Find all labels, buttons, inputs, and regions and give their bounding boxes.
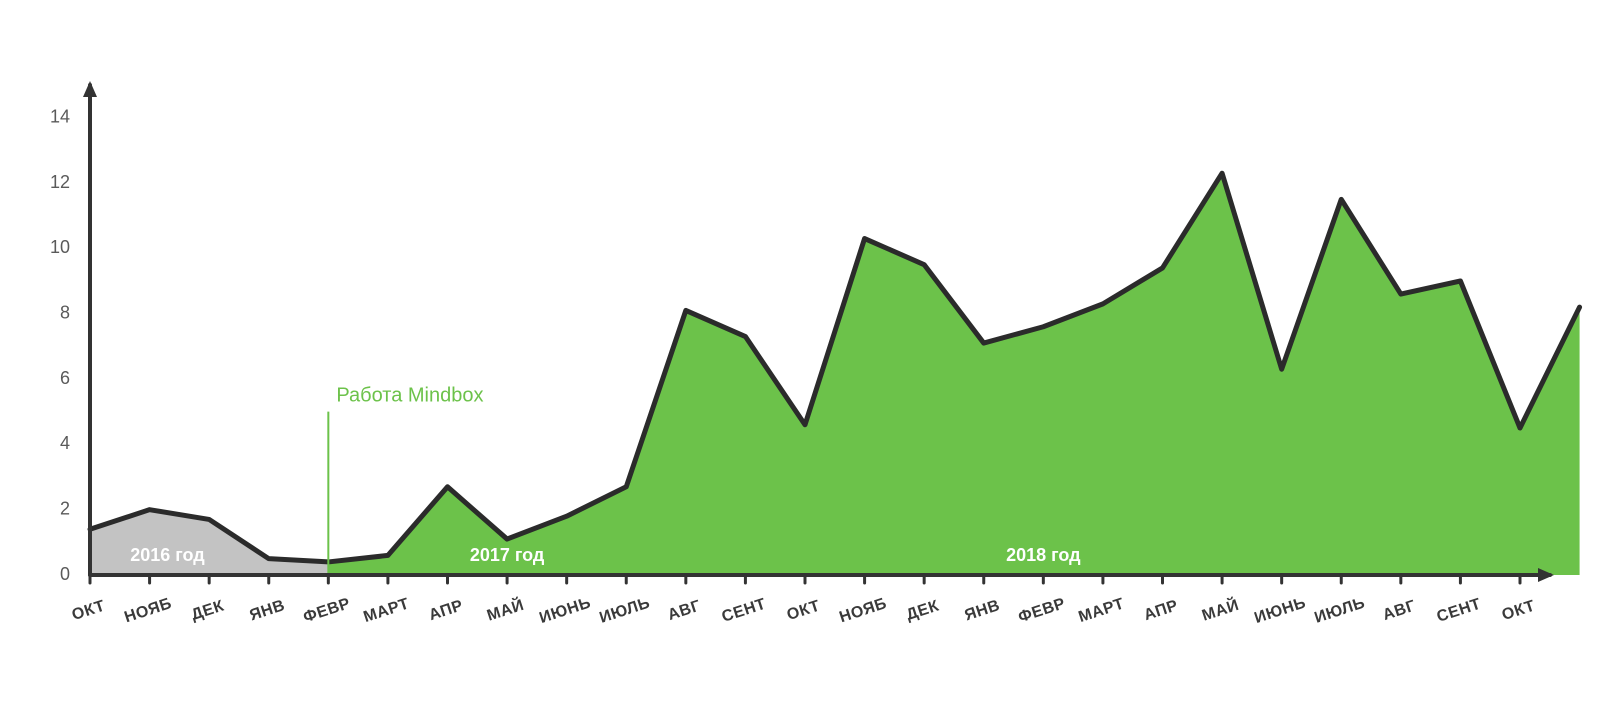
year-label-0: 2016 год <box>130 545 205 565</box>
x-tick-label-24: ОКТ <box>1500 597 1537 624</box>
x-tick-label-1: НОЯБ <box>122 595 174 626</box>
y-tick-label-10: 10 <box>50 237 70 257</box>
x-tick-label-17: МАРТ <box>1076 595 1126 626</box>
x-tick-label-21: ИЮЛЬ <box>1312 595 1367 627</box>
year-label-1: 2017 год <box>470 545 545 565</box>
x-tick-label-0: ОКТ <box>70 597 107 624</box>
x-tick-label-19: МАЙ <box>1199 595 1241 625</box>
area-mindbox <box>328 173 1579 575</box>
x-tick-label-3: ЯНВ <box>248 597 288 624</box>
x-tick-label-23: СЕНТ <box>1435 596 1484 626</box>
x-tick-label-10: АВГ <box>666 597 703 624</box>
y-tick-label-4: 4 <box>60 433 70 453</box>
x-tick-label-12: ОКТ <box>785 597 822 624</box>
x-tick-label-2: ДЕК <box>189 597 226 623</box>
year-label-2: 2018 год <box>1006 545 1081 565</box>
annotation-marker-label: Работа Mindbox <box>336 385 483 407</box>
y-axis-arrow <box>83 81 97 97</box>
y-tick-label-2: 2 <box>60 498 70 518</box>
x-tick-label-8: ИЮНЬ <box>537 594 593 627</box>
x-tick-label-14: ДЕК <box>904 597 941 623</box>
x-tick-label-9: ИЮЛЬ <box>597 595 652 627</box>
x-tick-label-5: МАРТ <box>361 595 411 626</box>
area-chart: 2016 год 2017 год 2018 год Работа Mindbox 0 2… <box>0 0 1599 716</box>
y-tick-label-6: 6 <box>60 368 70 388</box>
y-tick-label-0: 0 <box>60 564 70 584</box>
x-tick-label-22: АВГ <box>1381 597 1418 624</box>
x-tick-label-4: ФЕВР <box>301 595 352 626</box>
chart-svg: 2016 год 2017 год 2018 год Работа Mindbox 0 2… <box>0 0 1599 716</box>
y-tick-label-14: 14 <box>50 106 70 126</box>
x-tick-label-11: СЕНТ <box>720 596 769 626</box>
x-tick-label-20: ИЮНЬ <box>1252 594 1308 627</box>
y-tick-label-12: 12 <box>50 172 70 192</box>
x-tick-label-7: МАЙ <box>484 595 526 625</box>
x-tick-label-18: АПР <box>1142 597 1181 624</box>
x-tick-label-13: НОЯБ <box>837 595 889 626</box>
x-tick-label-15: ЯНВ <box>963 597 1003 624</box>
y-tick-label-8: 8 <box>60 302 70 322</box>
x-tick-label-6: АПР <box>427 597 466 624</box>
x-tick-label-16: ФЕВР <box>1016 595 1067 626</box>
